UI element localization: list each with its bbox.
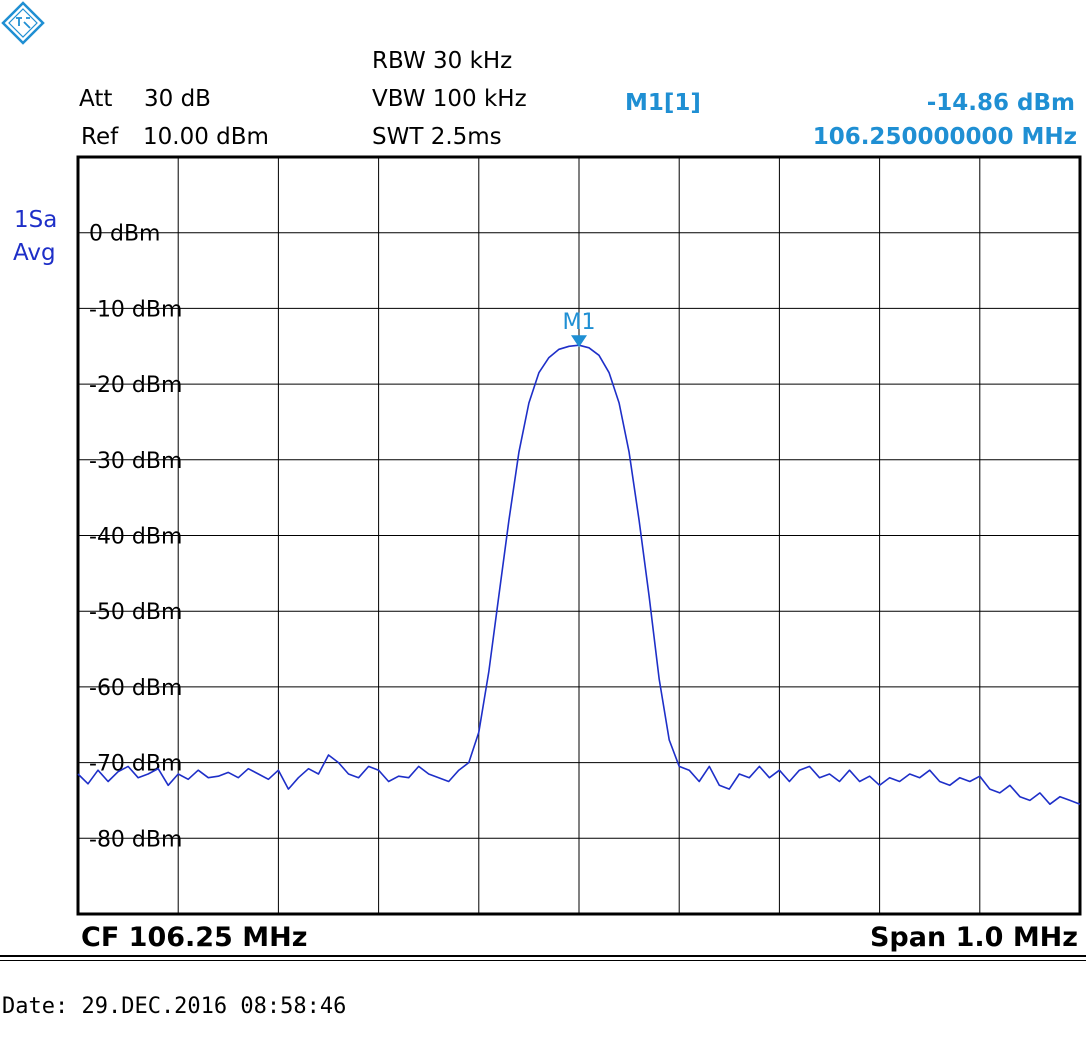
marker-label: M1 (563, 310, 596, 335)
swt-setting: SWT 2.5ms (372, 124, 502, 150)
y-tick-label: 0 dBm (89, 222, 160, 247)
ref-label: Ref (81, 124, 119, 150)
y-tick-label: -60 dBm (89, 676, 182, 701)
trace-mode-line1: 1Sa (14, 207, 58, 233)
y-tick-label: -50 dBm (89, 600, 182, 625)
center-frequency: CF 106.25 MHz (81, 922, 308, 953)
marker-name: M1[1] (625, 90, 701, 116)
y-tick-label: -80 dBm (89, 827, 182, 852)
footer-separator-thin (0, 960, 1086, 961)
date-stamp: Date: 29.DEC.2016 08:58:46 (2, 994, 347, 1019)
marker-level: -14.86 dBm (926, 90, 1075, 116)
y-tick-label: -70 dBm (89, 752, 182, 777)
trace-mode-line2: Avg (13, 240, 56, 266)
rbw-setting: RBW 30 kHz (372, 48, 513, 74)
y-tick-label: -20 dBm (89, 373, 182, 398)
marker-frequency: 106.250000000 MHz (812, 124, 1077, 150)
vbw-setting: VBW 100 kHz (372, 86, 527, 112)
span-value: Span 1.0 MHz (869, 922, 1078, 953)
att-label: Att (79, 86, 113, 112)
rohde-schwarz-logo-icon (1, 1, 45, 45)
y-tick-label: -30 dBm (89, 449, 182, 474)
att-value: 30 dB (144, 86, 211, 112)
y-tick-label: -10 dBm (89, 297, 182, 322)
y-tick-label: -40 dBm (89, 525, 182, 550)
marker-triangle-icon (571, 335, 587, 348)
footer-separator (0, 955, 1086, 957)
ref-value: 10.00 dBm (143, 124, 269, 150)
